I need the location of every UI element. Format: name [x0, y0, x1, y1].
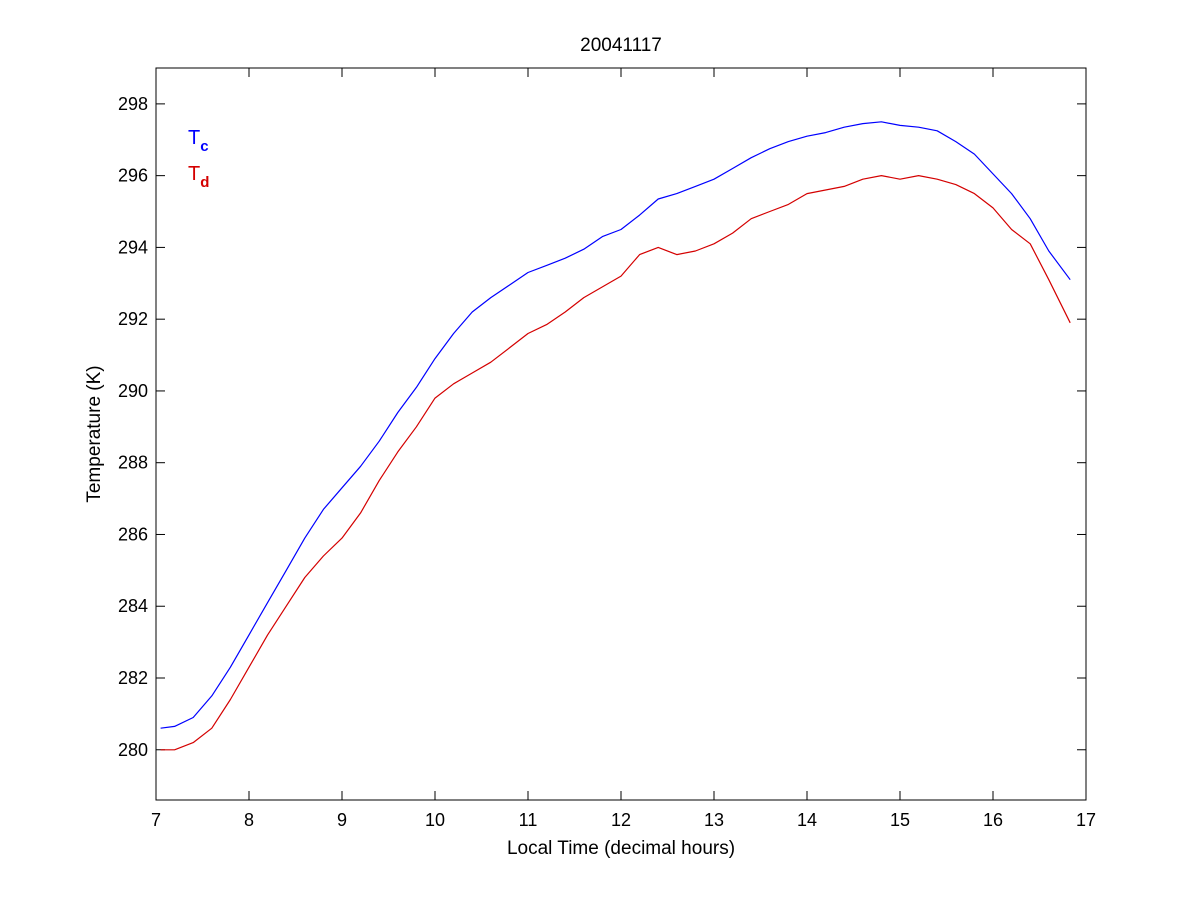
x-tick-label: 16 [983, 810, 1003, 830]
x-tick-label: 17 [1076, 810, 1096, 830]
legend-tc-subscript: c [200, 138, 208, 155]
legend-entry-tc: Tc [188, 127, 209, 155]
series-layer [160, 121, 1071, 751]
y-tick-label: 292 [118, 309, 148, 329]
y-tick-label: 288 [118, 453, 148, 473]
x-tick-label: 15 [890, 810, 910, 830]
plot-frame [155, 67, 1087, 801]
x-tick-label: 8 [244, 810, 254, 830]
y-tick-label: 282 [118, 668, 148, 688]
y-axis-label: Temperature (K) [84, 365, 105, 502]
y-tick-label: 284 [118, 596, 148, 616]
legend-td-symbol: T [188, 163, 200, 185]
y-tick-label: 294 [118, 237, 148, 257]
x-axis-ticks: 7 8 9 10 11 12 13 14 15 16 17 [151, 68, 1096, 830]
x-tick-label: 10 [425, 810, 445, 830]
y-tick-label: 296 [118, 166, 148, 186]
y-tick-label: 298 [118, 94, 148, 114]
x-tick-label: 13 [704, 810, 724, 830]
x-axis-label: Local Time (decimal hours) [507, 838, 735, 859]
legend: Tc Td [188, 127, 209, 191]
legend-tc-symbol: T [188, 127, 200, 149]
legend-td-subscript: d [200, 174, 209, 191]
y-tick-label: 290 [118, 381, 148, 401]
legend-entry-td: Td [188, 163, 209, 191]
x-tick-label: 12 [611, 810, 631, 830]
x-tick-label: 7 [151, 810, 161, 830]
x-tick-label: 9 [337, 810, 347, 830]
series-line-td [160, 175, 1071, 751]
y-tick-label: 280 [118, 740, 148, 760]
series-line-tc [160, 121, 1071, 729]
y-axis-ticks: 280 282 284 286 288 290 292 294 296 298 [118, 94, 1086, 760]
y-tick-label: 286 [118, 524, 148, 544]
x-tick-label: 14 [797, 810, 817, 830]
chart-title: 20041117 [580, 35, 662, 56]
x-tick-label: 11 [519, 810, 538, 830]
plot-area [156, 68, 1086, 800]
